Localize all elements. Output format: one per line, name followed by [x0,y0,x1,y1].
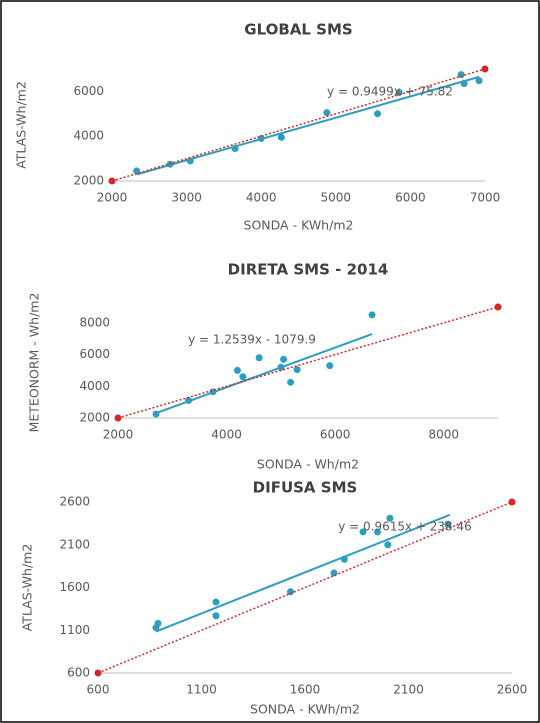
trendline [155,513,451,633]
y-tick-label: 1600 [59,580,90,594]
x-tick-label: 7000 [470,191,501,205]
x-tick-label: 2600 [497,683,528,697]
data-point [330,569,338,577]
y-tick-label: 2100 [59,537,90,551]
x-tick-label: 2100 [393,683,424,697]
data-point [326,362,334,370]
x-tick-label: 5000 [321,191,352,205]
data-point [475,77,483,85]
y-tick-label: 1100 [59,623,90,637]
data-point [444,520,452,528]
data-point [152,410,160,418]
data-point [212,598,220,606]
data-point [94,669,102,677]
x-tick-label: 3000 [171,191,202,205]
data-point [386,514,394,522]
x-axis-title: SONDA - Wh/m2 [257,457,359,472]
data-point [108,177,116,185]
data-point [359,528,367,536]
x-tick-label: 1600 [290,683,321,697]
data-point [239,373,247,381]
reference-line [97,501,513,674]
data-point [374,110,382,118]
y-tick-label: 2600 [59,495,90,509]
data-point [257,134,265,142]
data-point [508,498,516,506]
x-tick-label: 4000 [211,428,242,442]
data-point [287,378,295,386]
y-axis-title: ATLAS-Wh/m2 [14,81,29,169]
y-axis-title: ATLAS-Wh/m2 [20,544,35,632]
y-tick-label: 600 [67,666,90,680]
data-point [233,366,241,374]
data-point [277,133,285,141]
x-tick-label: 2000 [97,191,128,205]
y-tick-label: 4000 [79,379,110,393]
x-tick-label: 8000 [428,428,459,442]
y-tick-label: 6000 [79,347,110,361]
chart-title: DIFUSA SMS [253,479,358,497]
trendline-equation: y = 1.2539x - 1079.9 [188,333,316,347]
data-point [154,619,162,627]
data-point [494,303,502,311]
data-point [280,355,288,363]
data-point [457,71,465,79]
x-tick-label: 600 [87,683,110,697]
x-tick-label: 6000 [320,428,351,442]
data-point [384,541,392,549]
data-point [481,65,489,73]
y-tick-label: 6000 [73,84,104,98]
x-axis-title: SONDA - KWh/m2 [250,702,360,717]
x-tick-label: 2000 [103,428,134,442]
x-tick-label: 1100 [186,683,217,697]
trendline-equation: y = 0.9615x + 238.46 [338,520,472,534]
data-point [231,145,239,153]
y-axis-title: METEONORM - Wh/m2 [27,293,42,433]
y-tick-label: 4000 [73,129,104,143]
data-point [323,109,331,117]
data-point [186,157,194,165]
data-point [255,354,263,362]
data-point [114,414,122,422]
data-point [340,555,348,563]
data-point [368,311,376,319]
data-point [277,363,285,371]
data-point [133,167,141,175]
y-tick-label: 2000 [73,174,104,188]
y-tick-label: 2000 [79,411,110,425]
x-axis-title: SONDA - KWh/m2 [244,218,354,233]
chart-title: DIRETA SMS - 2014 [228,261,389,279]
x-tick-label: 4000 [246,191,277,205]
trendline-equation: y = 0.9499x + 75.82 [327,85,453,99]
trendline [136,75,480,176]
reference-line [117,306,499,419]
chart-title: GLOBAL SMS [244,21,352,39]
reference-line [111,68,486,182]
data-point [185,397,193,405]
data-point [373,528,381,536]
y-tick-label: 8000 [79,315,110,329]
data-point [212,612,220,620]
x-tick-label: 6000 [395,191,426,205]
data-point [293,366,301,374]
data-point [460,80,468,88]
